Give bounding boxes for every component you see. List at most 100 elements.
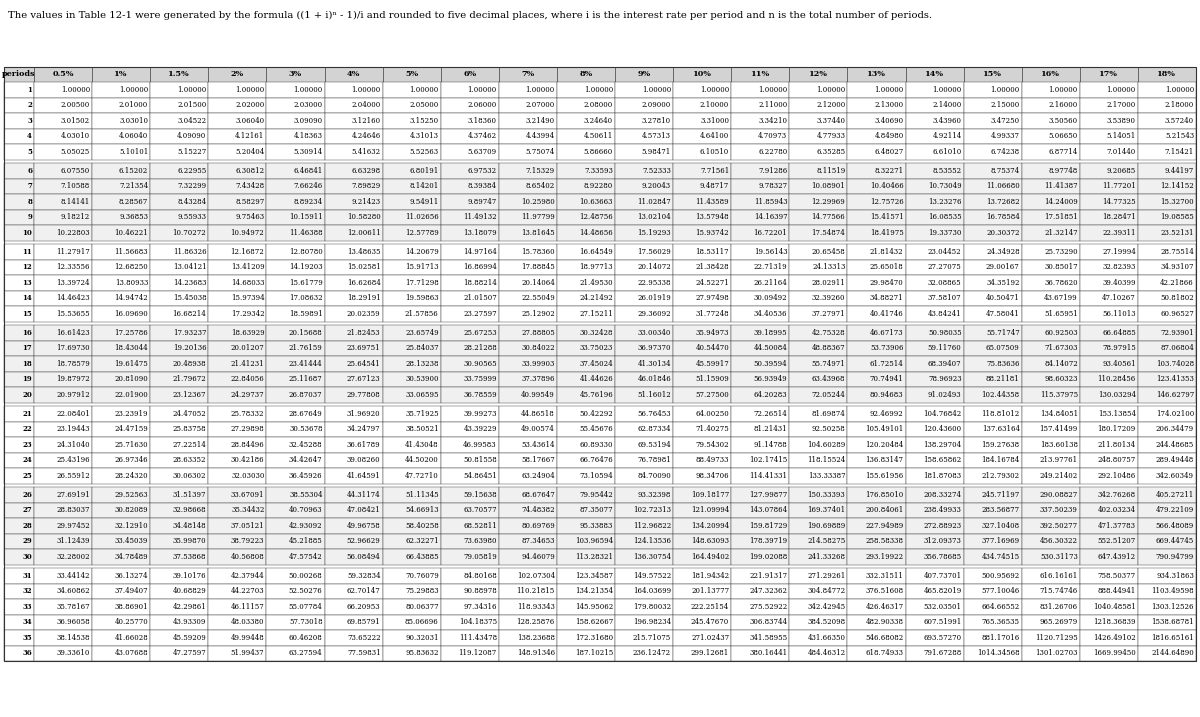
Bar	[34, 549, 92, 564]
Bar	[266, 437, 324, 452]
Bar	[847, 67, 906, 82]
Text: 27: 27	[23, 506, 32, 514]
Text: 1.00000: 1.00000	[758, 86, 787, 94]
Text: 56.76453: 56.76453	[637, 409, 671, 418]
Bar	[616, 225, 673, 240]
Bar	[440, 614, 499, 630]
Text: 2.16000: 2.16000	[1049, 101, 1078, 109]
Bar	[4, 549, 34, 564]
Bar	[4, 614, 34, 630]
Bar	[266, 144, 324, 159]
Text: 69.53194: 69.53194	[637, 441, 671, 449]
Text: 30.42186: 30.42186	[230, 456, 264, 464]
Bar	[847, 422, 906, 437]
Text: 52.50276: 52.50276	[289, 587, 323, 595]
Text: 66.43885: 66.43885	[406, 553, 439, 561]
Text: 24.52271: 24.52271	[696, 279, 730, 287]
Text: 6.07550: 6.07550	[61, 167, 90, 175]
Text: 41.44626: 41.44626	[580, 375, 613, 384]
Bar	[790, 225, 847, 240]
Text: 64.20283: 64.20283	[754, 391, 787, 399]
Bar	[1021, 568, 1080, 584]
Text: 136.83147: 136.83147	[865, 456, 904, 464]
Bar	[616, 452, 673, 468]
Text: 26.55912: 26.55912	[56, 472, 90, 480]
Bar	[324, 163, 383, 179]
Text: 13.18079: 13.18079	[463, 229, 497, 237]
Bar	[1021, 452, 1080, 468]
Text: 3.47250: 3.47250	[990, 117, 1020, 125]
Bar	[34, 244, 92, 260]
Bar	[1080, 82, 1138, 98]
Text: 90.88978: 90.88978	[463, 587, 497, 595]
Bar	[673, 113, 731, 128]
Text: 20.48938: 20.48938	[173, 360, 206, 368]
Text: 16.62684: 16.62684	[347, 279, 380, 287]
Text: 45.59209: 45.59209	[173, 634, 206, 642]
Bar	[557, 533, 616, 549]
Text: 342.42945: 342.42945	[808, 603, 846, 611]
Text: 69.85791: 69.85791	[347, 618, 380, 626]
Bar	[34, 452, 92, 468]
Text: 149.57522: 149.57522	[632, 571, 671, 580]
Text: 11.56683: 11.56683	[114, 248, 149, 256]
Text: 13%: 13%	[866, 70, 886, 78]
Bar	[906, 503, 964, 518]
Text: 3: 3	[28, 117, 32, 125]
Bar	[4, 371, 34, 387]
Text: 60.46208: 60.46208	[289, 634, 323, 642]
Text: 18.53117: 18.53117	[696, 248, 730, 256]
Text: 33.45039: 33.45039	[115, 537, 149, 545]
Bar	[383, 468, 440, 483]
Text: 61.72514: 61.72514	[870, 360, 904, 368]
Text: 105.49101: 105.49101	[865, 425, 904, 433]
Text: 20.97912: 20.97912	[56, 391, 90, 399]
Bar	[906, 630, 964, 645]
Text: 78.96923: 78.96923	[928, 375, 961, 384]
Text: 62.32271: 62.32271	[406, 537, 439, 545]
Bar	[731, 179, 790, 194]
Text: 7.89829: 7.89829	[352, 182, 380, 190]
Bar	[499, 356, 557, 371]
Bar	[209, 67, 266, 82]
Text: 3.09090: 3.09090	[293, 117, 323, 125]
Bar	[209, 371, 266, 387]
Bar	[557, 568, 616, 584]
Bar	[440, 568, 499, 584]
Text: 28.21288: 28.21288	[463, 344, 497, 352]
Text: 888.44941: 888.44941	[1098, 587, 1136, 595]
Bar	[499, 179, 557, 194]
Bar	[499, 533, 557, 549]
Bar	[92, 209, 150, 225]
Text: 79.54302: 79.54302	[696, 441, 730, 449]
Bar	[4, 503, 34, 518]
Bar	[324, 503, 383, 518]
Bar	[1080, 113, 1138, 128]
Text: 7.66246: 7.66246	[293, 182, 323, 190]
Text: 180.17209: 180.17209	[1098, 425, 1136, 433]
Bar	[92, 113, 150, 128]
Text: 16.68214: 16.68214	[173, 310, 206, 318]
Bar	[557, 98, 616, 113]
Text: 43.67199: 43.67199	[1044, 294, 1078, 303]
Bar	[499, 260, 557, 275]
Bar	[34, 290, 92, 306]
Bar	[790, 584, 847, 599]
Text: 98.60323: 98.60323	[1044, 375, 1078, 384]
Bar	[209, 128, 266, 144]
Text: 65.07509: 65.07509	[986, 344, 1020, 352]
Bar	[440, 584, 499, 599]
Text: 25.73290: 25.73290	[1044, 248, 1078, 256]
Bar	[92, 645, 150, 661]
Text: 1.00000: 1.00000	[932, 86, 961, 94]
Text: 8: 8	[28, 198, 32, 206]
Text: 337.50239: 337.50239	[1040, 506, 1078, 514]
Text: 53.73906: 53.73906	[870, 344, 904, 352]
Text: 3.04522: 3.04522	[178, 117, 206, 125]
Bar	[847, 599, 906, 614]
Bar	[790, 98, 847, 113]
Bar	[150, 209, 209, 225]
Text: 50.39594: 50.39594	[754, 360, 787, 368]
Bar	[1021, 225, 1080, 240]
Text: 530.31173: 530.31173	[1040, 553, 1078, 561]
